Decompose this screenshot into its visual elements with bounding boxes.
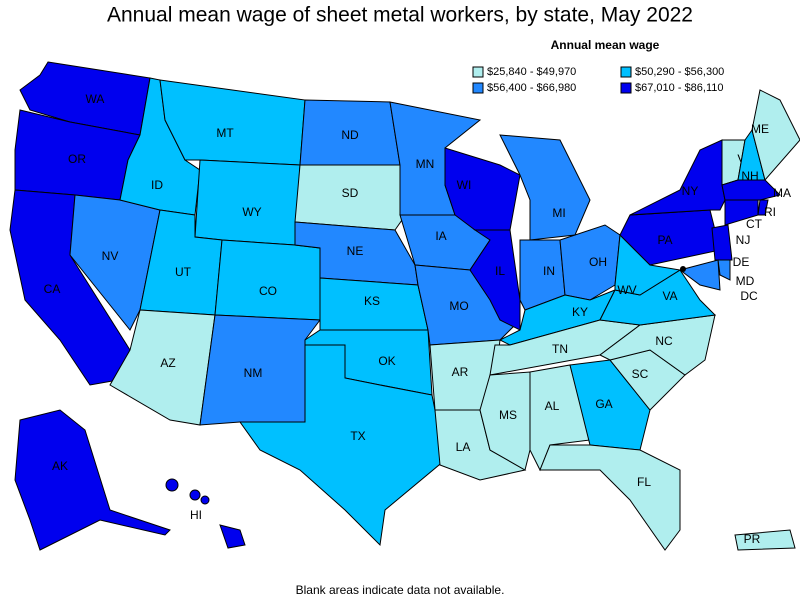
state-label: CO (259, 284, 277, 298)
state (219, 524, 246, 549)
state-label: CT (746, 217, 763, 231)
state-label: AL (545, 399, 560, 413)
state-label: MA (773, 186, 791, 200)
map-title: Annual mean wage of sheet metal workers,… (107, 4, 693, 27)
state-label: ND (341, 128, 359, 142)
state-label: TN (552, 342, 568, 356)
state-label: MS (499, 408, 517, 422)
state-label: WI (457, 178, 472, 192)
state (14, 409, 171, 551)
state-label: NM (244, 366, 263, 380)
state-label: IL (495, 264, 505, 278)
state-label: MT (216, 126, 234, 140)
legend-label: $25,840 - $49,970 (487, 66, 576, 78)
state-label: WA (86, 92, 105, 106)
state-label: AK (52, 459, 68, 473)
state (678, 259, 721, 291)
state-label: GA (595, 397, 612, 411)
state-label: WY (242, 205, 261, 219)
state-label: MD (736, 274, 755, 288)
state-label: KY (572, 305, 588, 319)
state (734, 529, 796, 551)
state (539, 444, 681, 551)
state-label: CA (44, 282, 61, 296)
state-label: PR (744, 532, 761, 546)
state-label: NJ (736, 233, 751, 247)
state-label: RI (764, 205, 776, 219)
legend-swatch (472, 66, 484, 78)
state (469, 229, 521, 331)
state (499, 134, 591, 241)
state-label: FL (637, 475, 651, 489)
state (751, 89, 800, 182)
state-label: TX (350, 429, 365, 443)
state-label: AZ (160, 356, 175, 370)
state-dot (680, 266, 686, 272)
state-label: DC (740, 289, 758, 303)
state-label: MI (552, 206, 565, 220)
state (721, 179, 781, 201)
state-label: AR (452, 365, 469, 379)
state-label: KS (364, 294, 380, 308)
state (159, 79, 306, 166)
footnote: Blank areas indicate data not available. (296, 583, 505, 597)
state (214, 239, 321, 321)
state-label: NV (102, 249, 119, 263)
state-label: LA (456, 440, 471, 454)
state-label: ME (751, 122, 769, 136)
legend-label: $67,010 - $86,110 (635, 82, 723, 94)
state (717, 259, 731, 281)
state-label: IN (543, 264, 555, 278)
state (724, 199, 759, 226)
state-label: IA (435, 229, 446, 243)
legend: $25,840 - $49,970 $50,290 - $56,300 $56,40… (472, 66, 724, 94)
legend-title: Annual mean wage (551, 38, 660, 52)
states: WA OR CA NV ID MT WY UT CO AZ NM ND SD NE KS OK TX MN IA MO… (9, 61, 800, 551)
state-label: SD (342, 186, 359, 200)
legend-swatch (472, 82, 484, 94)
state-label: HI (190, 508, 202, 522)
island (165, 478, 179, 492)
state-label: UT (175, 265, 192, 279)
state-label: SC (632, 367, 649, 381)
state-label: NY (682, 184, 699, 198)
island (200, 495, 210, 505)
state-label: VA (662, 289, 677, 303)
state-label: MO (449, 299, 468, 313)
state (294, 164, 403, 231)
legend-label: $56,400 - $66,980 (487, 82, 576, 94)
state-label: ID (151, 178, 163, 192)
legend-swatch (620, 82, 632, 94)
legend-label: $50,290 - $56,300 (635, 66, 724, 78)
state (629, 139, 726, 216)
legend-swatch (620, 66, 632, 78)
state-label: MN (416, 157, 435, 171)
state-label: PA (657, 233, 672, 247)
state-label: NE (347, 244, 364, 258)
state-label: DE (733, 255, 750, 269)
island (189, 489, 201, 501)
state-label: NC (655, 334, 673, 348)
state-label: OK (378, 354, 395, 368)
state (194, 159, 301, 246)
state (757, 199, 769, 216)
state-label: OR (68, 152, 86, 166)
state-label: WV (617, 283, 636, 297)
state (711, 224, 733, 261)
state (569, 359, 651, 451)
state-label: OH (589, 255, 607, 269)
